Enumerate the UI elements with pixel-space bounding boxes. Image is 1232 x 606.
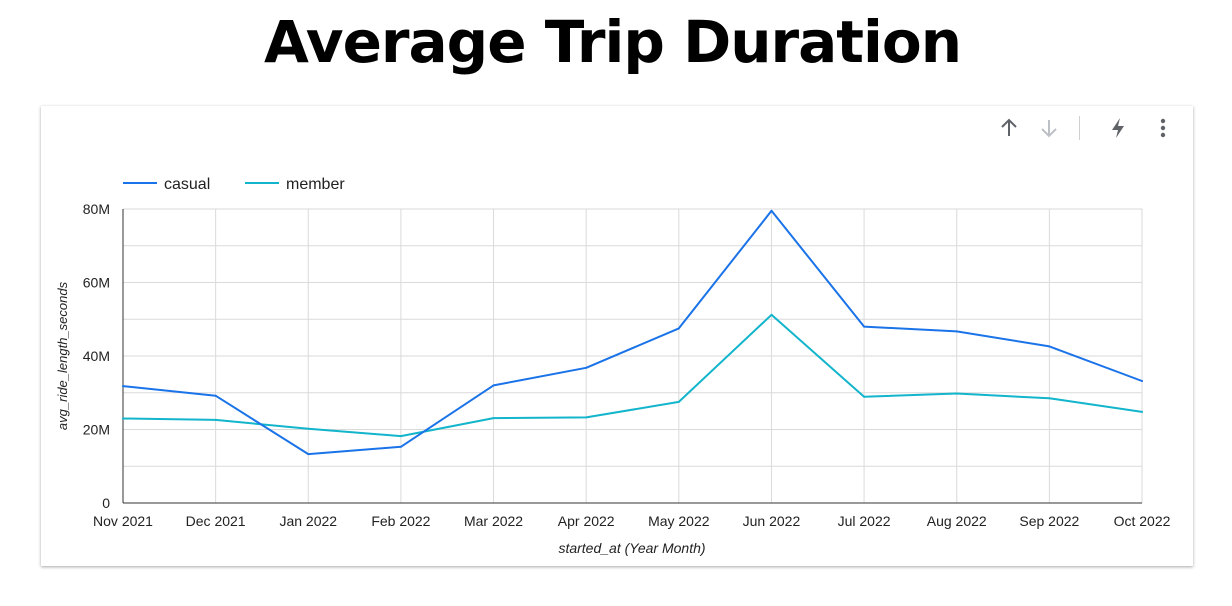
- data-point-member: [122, 417, 124, 420]
- data-point-casual: [955, 330, 958, 333]
- legend-item-member: member: [245, 176, 345, 193]
- x-tick-label: Aug 2022: [927, 513, 987, 529]
- x-tick-label: May 2022: [648, 513, 710, 529]
- series-line-member: [122, 313, 1143, 438]
- data-point-casual: [122, 385, 124, 388]
- x-tick-label: Dec 2021: [186, 513, 246, 529]
- data-point-casual: [863, 325, 866, 328]
- y-tick-label: 60M: [83, 275, 110, 291]
- chart-card: [41, 106, 1193, 566]
- data-point-member: [955, 392, 958, 395]
- y-axis-title: avg_ride_length_seconds: [55, 281, 70, 430]
- legend-item-casual: casual: [123, 176, 210, 193]
- arrow-up-icon[interactable]: [997, 116, 1021, 140]
- data-point-member: [677, 400, 680, 403]
- data-point-member: [214, 418, 217, 421]
- lightning-bolt-icon[interactable]: [1106, 116, 1130, 140]
- data-point-casual: [770, 209, 773, 212]
- data-point-member: [307, 427, 310, 430]
- data-point-casual: [492, 384, 495, 387]
- data-point-casual: [1048, 345, 1051, 348]
- x-tick-label: Feb 2022: [371, 513, 430, 529]
- x-tick-label: Mar 2022: [464, 513, 523, 529]
- data-point-casual: [214, 394, 217, 397]
- x-tick-label: Jul 2022: [838, 513, 891, 529]
- data-point-member: [1048, 397, 1051, 400]
- data-point-member: [399, 435, 402, 438]
- y-tick-label: 80M: [83, 201, 110, 217]
- data-point-member: [1141, 410, 1143, 413]
- data-point-member: [863, 395, 866, 398]
- x-tick-label: Apr 2022: [558, 513, 615, 529]
- data-point-casual: [307, 453, 310, 456]
- x-axis-title: started_at (Year Month): [558, 540, 705, 556]
- x-tick-label: Oct 2022: [1114, 513, 1171, 529]
- data-point-casual: [1141, 379, 1143, 382]
- arrow-down-icon[interactable]: [1037, 116, 1061, 140]
- x-tick-label: Jan 2022: [279, 513, 337, 529]
- data-point-casual: [585, 366, 588, 369]
- data-point-casual: [399, 445, 402, 448]
- y-tick-label: 0: [102, 495, 110, 511]
- data-point-member: [770, 313, 773, 316]
- legend-label: casual: [164, 176, 210, 193]
- page-title: Average Trip Duration: [263, 8, 962, 76]
- legend-label: member: [286, 176, 345, 193]
- data-point-casual: [677, 327, 680, 330]
- series-line-casual: [122, 209, 1143, 456]
- toolbar-divider: [1079, 116, 1080, 140]
- data-point-member: [492, 417, 495, 420]
- x-tick-label: Sep 2022: [1019, 513, 1079, 529]
- y-tick-label: 40M: [83, 348, 110, 364]
- x-tick-label: Jun 2022: [743, 513, 801, 529]
- data-point-member: [585, 416, 588, 419]
- x-tick-label: Nov 2021: [93, 513, 153, 529]
- more-vertical-icon[interactable]: [1151, 116, 1175, 140]
- y-tick-label: 20M: [83, 422, 110, 438]
